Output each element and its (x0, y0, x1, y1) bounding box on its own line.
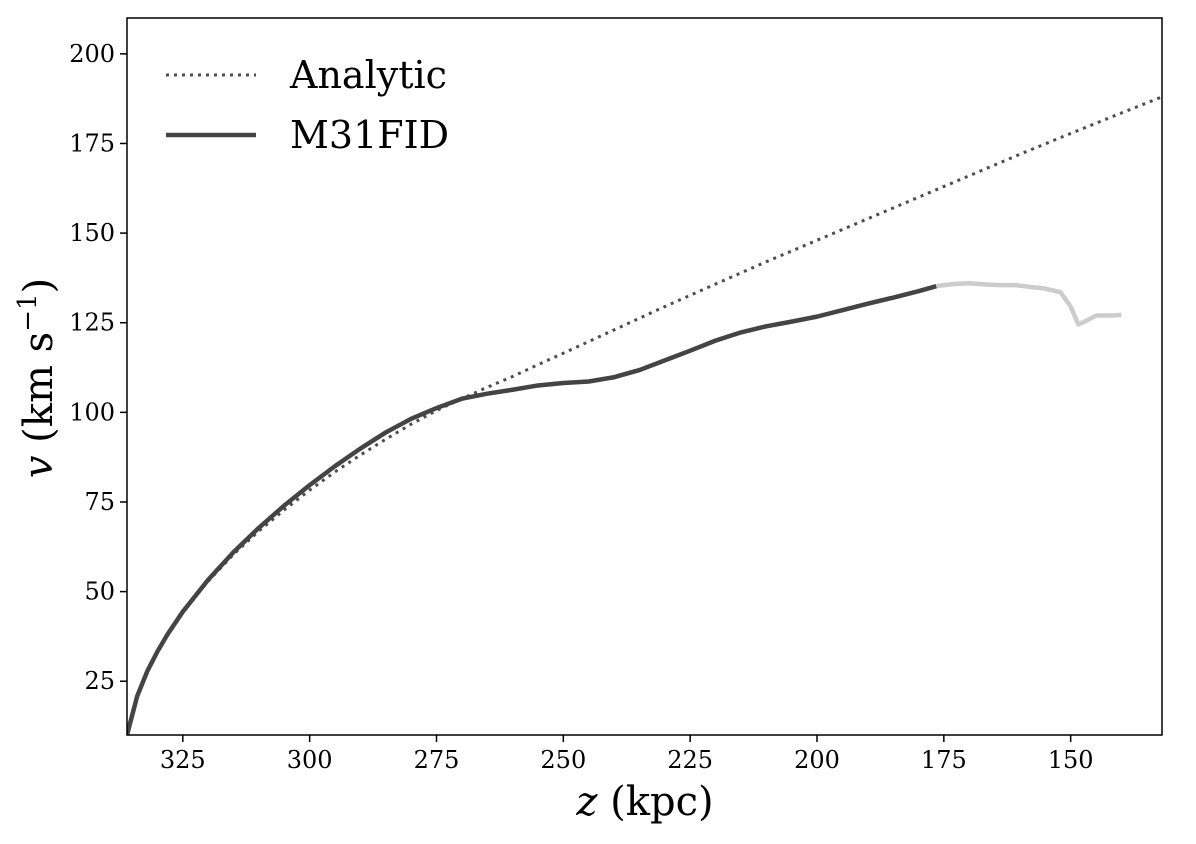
x-axis-label: z (kpc) (575, 779, 713, 825)
x-tick-label: 200 (794, 746, 840, 774)
x-tick-label: 225 (667, 746, 713, 774)
y-tick-label: 175 (69, 129, 115, 157)
x-tick-label: 275 (414, 746, 460, 774)
y-axis-label-var: v (16, 455, 62, 478)
series-line-analytic (127, 95, 1162, 735)
x-tick-label: 175 (921, 746, 967, 774)
series-line-extension (935, 281, 1122, 327)
x-tick-label: 325 (160, 746, 206, 774)
y-tick-label: 125 (69, 309, 115, 337)
x-axis-label-unit: (kpc) (597, 779, 713, 825)
x-tick-label: 250 (540, 746, 586, 774)
x-axis-label-var: z (575, 779, 598, 825)
legend: Analytic M31FID (166, 53, 449, 157)
y-axis-label-pre: (km s (16, 332, 62, 456)
axes-layer: 325 300 275 250 225 200 175 150 25 50 75 100 125 150 1… (69, 17, 1163, 774)
series-line-m31fid (127, 283, 937, 735)
plot-frame (126, 17, 1163, 736)
y-axis-label-post: ) (16, 278, 62, 294)
legend-label-m31fid: M31FID (290, 113, 449, 157)
series-layer (127, 95, 1162, 735)
y-axis-label: v (km s−1) (13, 278, 62, 478)
y-tick-label: 150 (69, 219, 115, 247)
x-tick-label: 150 (1048, 746, 1094, 774)
x-tick-label: 300 (287, 746, 333, 774)
legend-label-analytic: Analytic (289, 53, 447, 97)
y-tick-label: 75 (84, 488, 115, 516)
y-tick-label: 25 (84, 667, 115, 695)
y-tick-label: 100 (69, 398, 115, 426)
y-tick-label: 200 (69, 40, 115, 68)
y-tick-label: 50 (84, 578, 115, 606)
y-axis-label-sup: −1 (13, 293, 43, 331)
